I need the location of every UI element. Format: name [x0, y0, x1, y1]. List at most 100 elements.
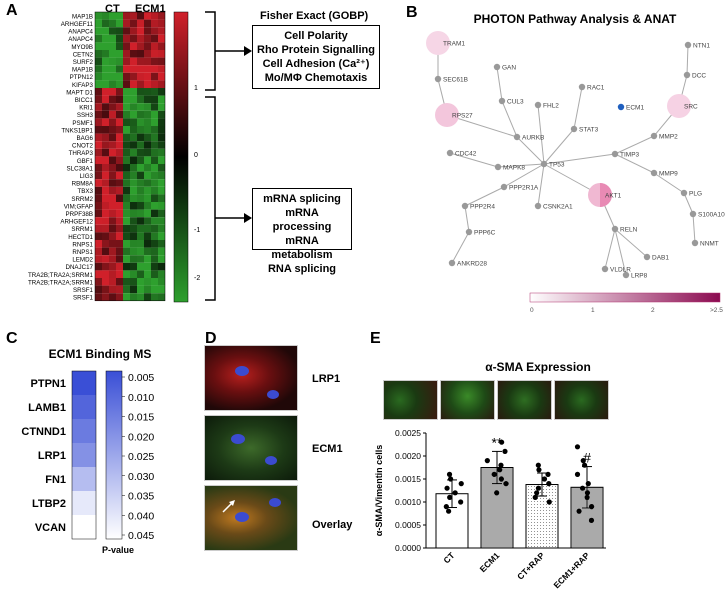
heatmap-cell	[137, 80, 144, 88]
heatmap-cell	[102, 255, 109, 263]
network-node-label: RAC1	[587, 85, 605, 92]
pvalue-tick-label: 0.045	[128, 530, 154, 542]
heatmap-cell	[95, 171, 102, 180]
network-color-scale	[529, 292, 721, 303]
heatmap-gene-label: RBM8A	[72, 181, 94, 188]
heatmap-cell	[151, 141, 158, 149]
network-edge	[683, 192, 694, 215]
heatmap-cell	[158, 255, 165, 263]
heatmap-cell	[137, 171, 144, 180]
network-node-mmp2	[650, 132, 658, 140]
heatmap-cell	[151, 224, 158, 233]
network-node-nnmt	[691, 239, 699, 247]
heatmap-cell	[123, 27, 130, 35]
heatmap-cell	[95, 247, 102, 256]
heatmap-cell	[158, 27, 165, 35]
heatmap-cell	[109, 19, 116, 28]
network-node-label: VLDLR	[610, 267, 631, 274]
heatmap-cell	[158, 126, 165, 134]
network-node-label: NNMT	[700, 241, 719, 248]
network-node-ntn1	[684, 41, 692, 49]
heatmap-cell	[95, 255, 102, 263]
y-tick-label: 0.0015	[395, 474, 421, 484]
pvalue-scale-label: P-value	[102, 545, 134, 555]
heatmap-cell	[144, 50, 151, 58]
heatmap-cell	[137, 103, 144, 111]
heatmap-cell	[123, 285, 130, 294]
heatmap-gene-label: PSMF1	[72, 120, 93, 127]
network-edge	[497, 163, 545, 168]
heatmap-gene-label: MYO9B	[71, 44, 93, 51]
heatmap-cell	[130, 95, 137, 104]
heatmap-cell	[102, 34, 109, 43]
heatmap-cell	[123, 19, 130, 28]
ms-cell-lamb1	[72, 395, 96, 419]
network-node-label: DAB1	[652, 255, 669, 262]
heatmap-cell	[95, 232, 102, 240]
network-edge	[692, 213, 696, 244]
heatmap-cell	[151, 12, 158, 20]
heatmap-cell	[151, 103, 158, 111]
network-node-src	[667, 94, 691, 118]
heatmap-gene-label: MAPT D1	[66, 89, 93, 96]
heatmap-cell	[116, 202, 123, 210]
panel-d: LRP1 ECM1 Overlay	[200, 345, 365, 585]
heatmap-cell	[95, 19, 102, 28]
heatmap-cell	[116, 95, 123, 104]
heatmap-cell	[137, 156, 144, 164]
heatmap-cell	[158, 34, 165, 43]
enrichment-top-line-3: Cell Adhesion (Ca²⁺)	[262, 58, 370, 70]
heatmap-cell	[130, 126, 137, 134]
heatmap-cell	[95, 209, 102, 218]
network-node-stat3	[570, 125, 578, 133]
ms-protein-label: VCAN	[35, 522, 66, 534]
heatmap-gene-label: SRSF1	[73, 295, 94, 302]
heatmap-cell	[130, 156, 137, 164]
heatmap-cell	[109, 12, 116, 20]
network-node-reln	[611, 225, 619, 233]
heatmap-cell	[144, 255, 151, 263]
data-point	[458, 499, 464, 505]
heatmap-cell	[137, 202, 144, 210]
heatmap-cell	[144, 12, 151, 20]
heatmap-cell	[130, 27, 137, 35]
pvalue-scale-bar	[105, 370, 123, 540]
heatmap-cell	[123, 164, 130, 172]
heatmap-cell	[95, 240, 102, 248]
heatmap-cell	[158, 103, 165, 111]
heatmap-cell	[158, 148, 165, 157]
heatmap-cell	[137, 255, 144, 263]
heatmap-cell	[158, 179, 165, 187]
heatmap-cell	[109, 72, 116, 81]
data-point	[574, 444, 581, 450]
heatmap-cell	[158, 171, 165, 180]
heatmap-cell	[95, 285, 102, 294]
heatmap-cell	[144, 19, 151, 28]
heatmap-cell	[109, 80, 116, 88]
data-point	[498, 476, 504, 482]
heatmap-cell	[151, 57, 158, 66]
heatmap-gene-label: LEMD2	[72, 257, 93, 264]
heatmap-cell	[123, 186, 130, 195]
heatmap-cell	[95, 217, 102, 225]
heatmap-cell	[109, 118, 116, 126]
heatmap-cell	[151, 95, 158, 104]
heatmap-cell	[137, 293, 144, 301]
pvalue-tick-label: 0.005	[128, 372, 154, 384]
heatmap-cell	[144, 240, 151, 248]
micrograph-label-ecm1: ECM1	[312, 443, 343, 455]
y-tick-label: 0.0020	[395, 451, 421, 461]
heatmap-cell	[158, 42, 165, 50]
heatmap-cell	[151, 156, 158, 164]
heatmap-cell	[130, 34, 137, 43]
heatmap-cell	[130, 110, 137, 119]
network-node-mmp9	[650, 169, 658, 177]
heatmap-cell	[116, 285, 123, 294]
heatmap-cell	[130, 50, 137, 58]
heatmap-cell	[158, 278, 165, 286]
heatmap-cell	[102, 103, 109, 111]
heatmap-cell	[137, 118, 144, 126]
pvalue-tick-label: 0.015	[128, 412, 154, 424]
heatmap-cell	[137, 270, 144, 278]
network-node-label: CDC42	[455, 151, 477, 158]
